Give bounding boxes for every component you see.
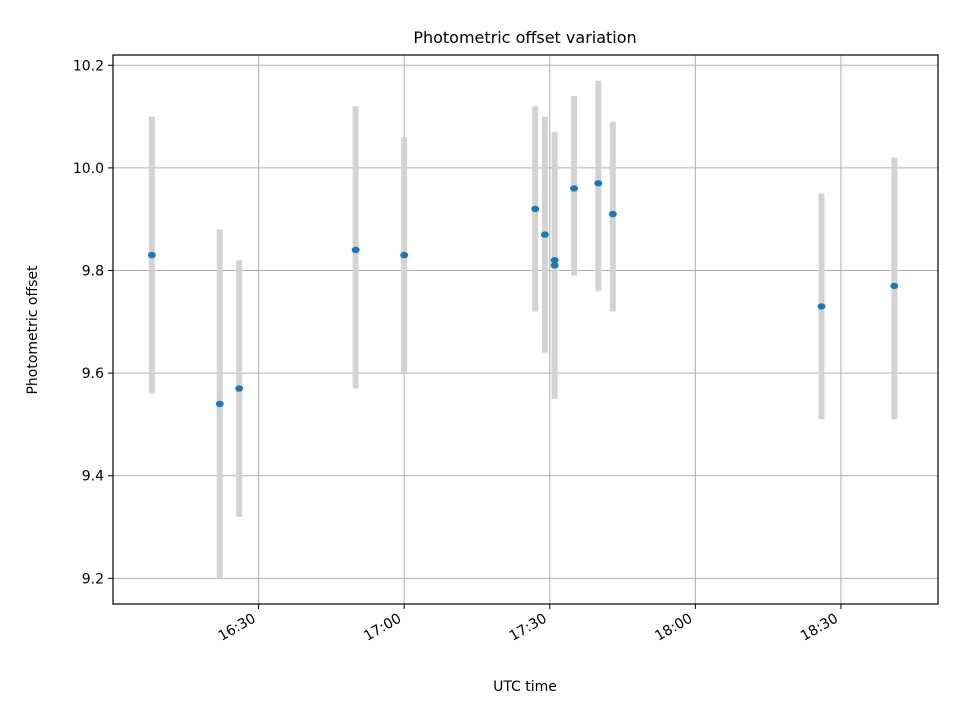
data-point [215,400,224,408]
plot-frame [112,54,939,605]
plot-background [113,55,938,604]
data-point [550,257,559,264]
data-point [550,262,559,269]
data-point [351,246,360,254]
x-axis-label: UTC time [493,679,557,695]
x-tick-label: 16:30 [216,611,259,645]
y-tick-label: 10.2 [73,58,104,74]
y-tick-label: 9.6 [82,366,104,382]
data-point [400,251,409,259]
x-tick-label: 18:00 [652,611,695,645]
data-points [147,180,899,408]
data-point [570,185,579,192]
y-axis: 9.2 9.4 9.6 9.8 10.0 10.2 [73,58,113,587]
x-tick-label: 17:00 [361,611,404,645]
x-axis: 16:30 17:00 17:30 18:00 18:30 [216,604,842,645]
data-point [531,205,540,213]
data-point [594,180,603,187]
y-tick-label: 9.4 [82,469,104,485]
data-point [540,231,549,238]
y-tick-label: 10.0 [73,161,104,177]
data-point [147,251,156,259]
data-point [817,303,826,310]
data-point [235,385,244,392]
x-tick-label: 18:30 [798,611,841,645]
y-axis-label: Photometric offset [25,265,41,395]
x-tick-label: 17:30 [507,611,550,645]
y-tick-label: 9.8 [82,263,104,279]
data-point [608,210,617,218]
chart-title: Photometric offset variation [413,28,636,47]
data-point [890,282,899,290]
y-tick-label: 9.2 [82,571,104,587]
